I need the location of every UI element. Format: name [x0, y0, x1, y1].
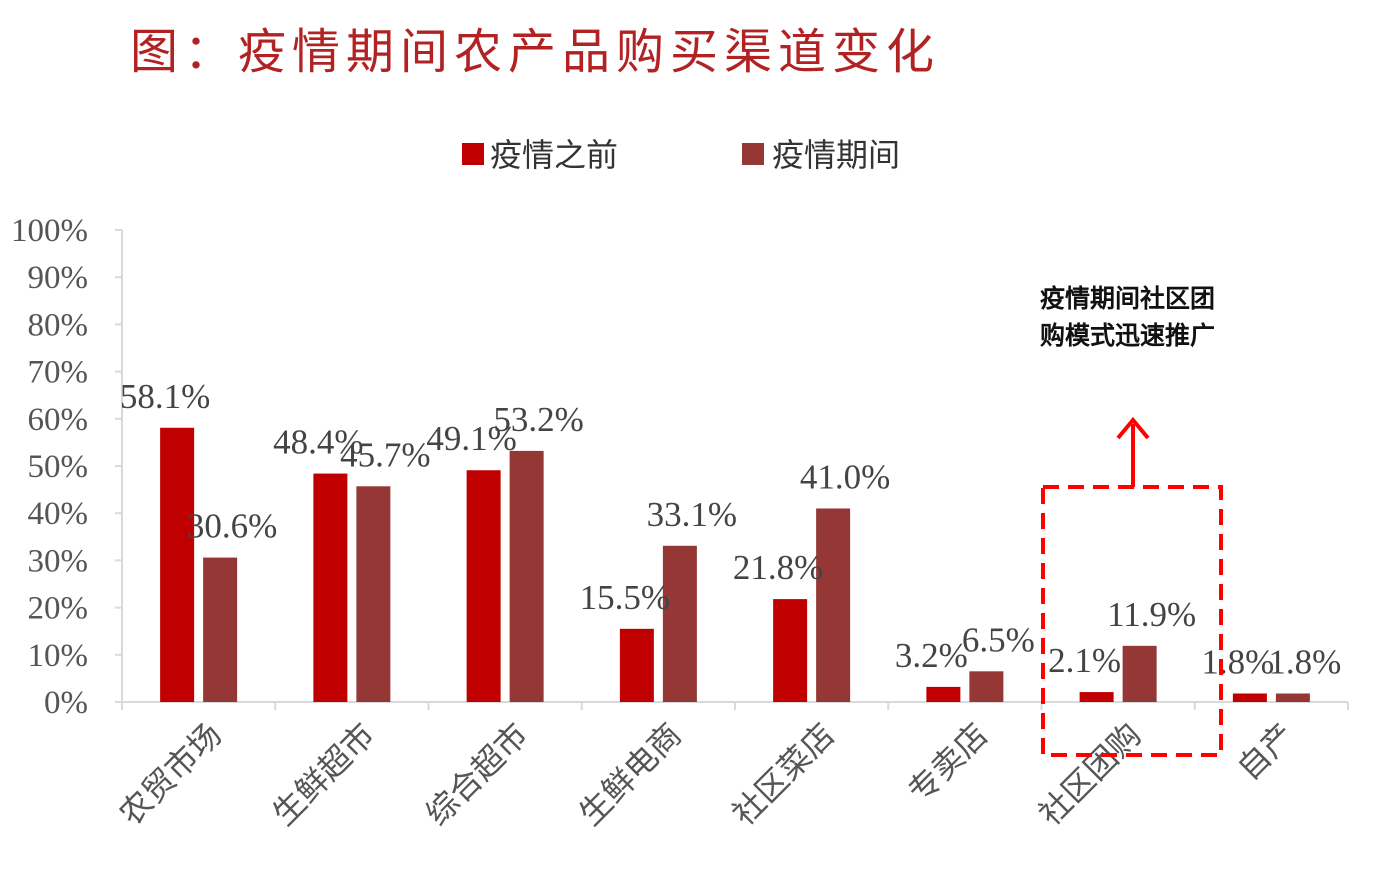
data-label-during: 11.9%: [1107, 595, 1196, 634]
annotation-arrow-head-icon: [1116, 416, 1150, 440]
data-label-during: 33.1%: [647, 495, 737, 534]
x-category-label: 专卖店: [900, 716, 995, 811]
legend-label-before: 疫情之前: [490, 136, 618, 174]
bar-before: [926, 686, 961, 702]
legend: 疫情之前 疫情期间: [462, 136, 900, 174]
y-tick-label: 60%: [28, 402, 89, 438]
data-label-before: 15.5%: [580, 578, 670, 617]
y-tick-label: 30%: [28, 543, 89, 579]
bar-before: [1232, 693, 1267, 702]
legend-swatch-during: [742, 143, 764, 165]
bar-during: [1122, 645, 1157, 702]
data-label-during: 30.6%: [187, 507, 277, 546]
data-label-during: 6.5%: [962, 620, 1035, 659]
legend-label-during: 疫情期间: [772, 136, 900, 174]
bar-during: [816, 508, 851, 702]
bar-before: [313, 473, 348, 702]
bars: [160, 427, 1310, 702]
legend-swatch-before: [462, 143, 484, 165]
bar-before: [160, 427, 195, 702]
annotation-text-line-1: 疫情期间社区团: [1040, 284, 1215, 313]
data-labels: 58.1% 30.6% 48.4%45.7%49.1%53.2% 15.5% 33.1%…: [120, 377, 1341, 682]
y-tick-label: 50%: [28, 449, 89, 485]
data-label-before: 48.4%: [273, 423, 363, 462]
y-axis: 0% 10% 20% 30% 40% 50% 60% 70% 80% 90% 100%: [11, 213, 123, 721]
x-category-label: 生鲜超市: [265, 716, 382, 833]
chart-title: 图：疫情期间农产品购买渠道变化: [130, 24, 940, 80]
x-category-label: 综合超市: [418, 716, 535, 833]
y-tick-label: 20%: [28, 591, 89, 627]
bar-during: [1275, 693, 1310, 702]
bar-during: [969, 671, 1004, 702]
data-label-before: 1.8%: [1201, 643, 1274, 682]
x-category-label: 农贸市场: [112, 716, 229, 833]
bar-before: [619, 628, 654, 702]
y-tick-label: 80%: [28, 307, 89, 343]
bar-during: [203, 557, 238, 702]
x-axis: 农贸市场 生鲜超市 综合超市 生鲜电商 社区菜店 专卖店 社区团购 自产: [112, 701, 1349, 833]
x-category-label: 社区团购: [1031, 716, 1148, 833]
bar-before: [466, 470, 501, 702]
bar-before: [1079, 692, 1114, 702]
data-label-during: 53.2%: [493, 400, 583, 439]
bar-during: [356, 486, 391, 702]
data-label-during: 1.8%: [1268, 643, 1341, 682]
y-tick-label: 70%: [28, 355, 89, 391]
annotation: 疫情期间社区团 购模式迅速推广: [1040, 284, 1223, 757]
bar-before: [773, 599, 808, 702]
y-tick-label: 0%: [44, 685, 88, 721]
data-label-during: 41.0%: [800, 457, 890, 496]
bar-during: [509, 450, 544, 702]
data-label-before: 21.8%: [733, 548, 823, 587]
data-label-during: 45.7%: [340, 435, 430, 474]
data-label-before: 58.1%: [120, 377, 210, 416]
data-label-before: 2.1%: [1048, 641, 1121, 680]
x-category-label: 社区菜店: [725, 716, 842, 833]
bar-during: [662, 545, 697, 702]
x-category-label: 自产: [1230, 716, 1302, 788]
data-label-before: 3.2%: [895, 636, 968, 675]
data-label-before: 49.1%: [426, 419, 516, 458]
x-category-label: 生鲜电商: [571, 716, 688, 833]
y-tick-label: 40%: [28, 496, 89, 532]
y-tick-label: 100%: [11, 213, 88, 249]
annotation-text-line-2: 购模式迅速推广: [1040, 321, 1215, 350]
y-tick-label: 90%: [28, 260, 89, 296]
y-tick-label: 10%: [28, 638, 89, 674]
